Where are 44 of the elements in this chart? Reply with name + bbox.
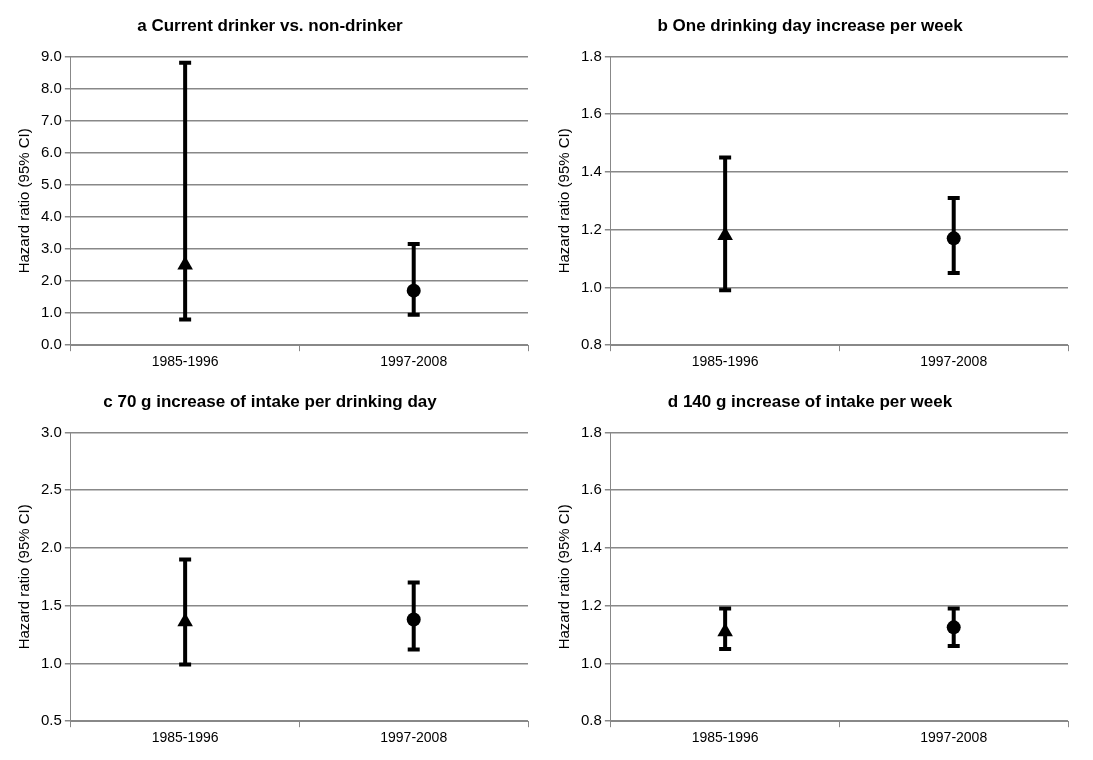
y-tick-label: 3.0 xyxy=(40,422,62,440)
y-tick-label: 8.0 xyxy=(40,78,62,96)
y-tick-label: 1.0 xyxy=(580,277,602,295)
y-tick-label: 1.5 xyxy=(40,595,62,613)
y-axis-title: Hazard ratio (95% CI) xyxy=(15,504,33,650)
y-tick-label: 2.5 xyxy=(40,480,62,498)
y-tick-label: 2.0 xyxy=(40,271,62,289)
y-tick-label: 0.8 xyxy=(580,711,602,729)
y-axis-title: Hazard ratio (95% CI) xyxy=(15,128,33,274)
y-tick-label: 1.8 xyxy=(580,46,602,64)
y-tick-label: 5.0 xyxy=(40,174,62,192)
y-tick-label: 4.0 xyxy=(40,206,62,224)
chart-title: d 140 g increase of intake per week xyxy=(667,391,953,411)
y-tick-label: 9.0 xyxy=(40,46,62,64)
chart-title: b One drinking day increase per week xyxy=(657,15,964,35)
y-tick-label: 1.0 xyxy=(40,303,62,321)
y-axis-title: Hazard ratio (95% CI) xyxy=(555,504,573,650)
y-tick-label: 1.0 xyxy=(580,653,602,671)
y-tick-label: 1.6 xyxy=(580,480,602,498)
y-tick-label: 7.0 xyxy=(40,110,62,128)
y-tick-label: 3.0 xyxy=(40,239,62,257)
x-tick-label: 1985-1996 xyxy=(151,729,219,746)
y-tick-label: 6.0 xyxy=(40,142,62,160)
y-tick-label: 1.0 xyxy=(40,653,62,671)
x-tick-label: 1997-2008 xyxy=(380,729,448,746)
chart-title: a Current drinker vs. non-drinker xyxy=(137,15,404,35)
y-axis-title: Hazard ratio (95% CI) xyxy=(555,128,573,274)
x-tick-label: 1997-2008 xyxy=(920,353,988,370)
y-tick-label: 1.2 xyxy=(580,595,602,613)
y-tick-label: 2.0 xyxy=(40,538,62,556)
y-tick-label: 1.6 xyxy=(580,104,602,122)
x-tick-label: 1985-1996 xyxy=(691,729,759,746)
chart-title: c 70 g increase of intake per drinking day xyxy=(103,391,438,411)
y-tick-label: 1.4 xyxy=(580,162,602,180)
y-tick-label: 0.5 xyxy=(40,711,62,729)
x-tick-label: 1997-2008 xyxy=(380,353,448,370)
y-tick-label: 1.4 xyxy=(580,538,602,556)
x-tick-label: 1997-2008 xyxy=(920,729,988,746)
x-tick-label: 1985-1996 xyxy=(691,353,759,370)
x-tick-label: 1985-1996 xyxy=(151,353,219,370)
y-tick-label: 1.2 xyxy=(580,219,602,237)
y-tick-label: 1.8 xyxy=(580,422,602,440)
y-tick-label: 0.8 xyxy=(580,335,602,353)
y-tick-label: 0.0 xyxy=(40,335,62,353)
